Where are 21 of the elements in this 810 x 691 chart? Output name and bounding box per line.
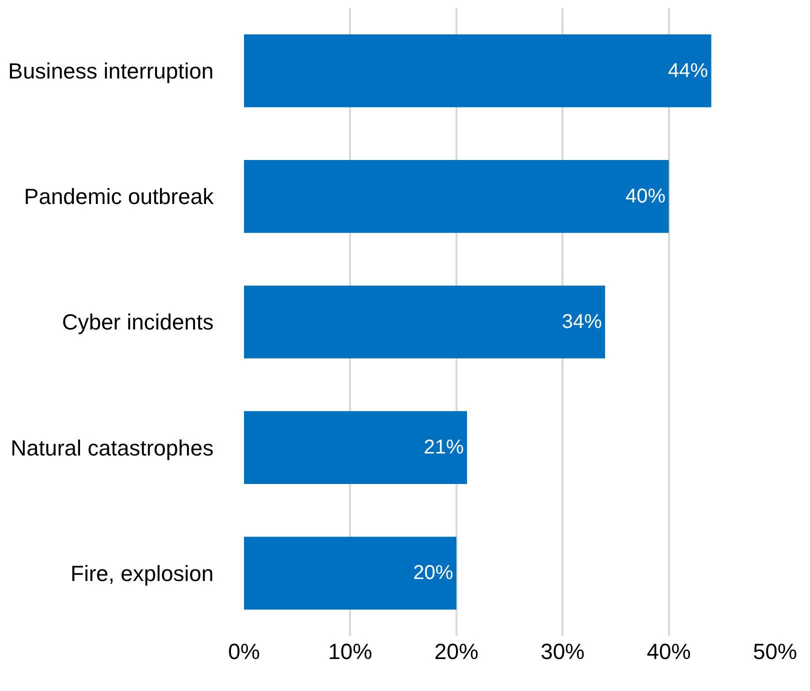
data-label: 34% — [562, 311, 602, 333]
y-tick-label: Natural catastrophes — [10, 435, 214, 460]
x-tick-label: 40% — [646, 639, 691, 664]
bar — [244, 536, 456, 610]
y-tick-label: Business interruption — [8, 58, 214, 84]
y-tick-label: Fire, explosion — [70, 560, 214, 586]
data-label: 21% — [424, 436, 464, 459]
bar — [244, 34, 712, 108]
bar — [244, 286, 606, 358]
bar — [244, 411, 468, 484]
x-tick-label: 20% — [434, 639, 478, 664]
x-tick-label: 10% — [328, 639, 372, 664]
x-tick-label: 0% — [228, 639, 260, 664]
x-tick-label: 30% — [540, 639, 585, 664]
data-label: 20% — [413, 562, 454, 584]
data-label: 44% — [668, 60, 708, 82]
x-tick-label: 50% — [752, 639, 798, 664]
bar — [244, 160, 669, 233]
data-label: 40% — [626, 185, 666, 208]
y-tick-label: Cyber incidents — [62, 310, 214, 335]
y-tick-label: Pandemic outbreak — [24, 184, 215, 210]
